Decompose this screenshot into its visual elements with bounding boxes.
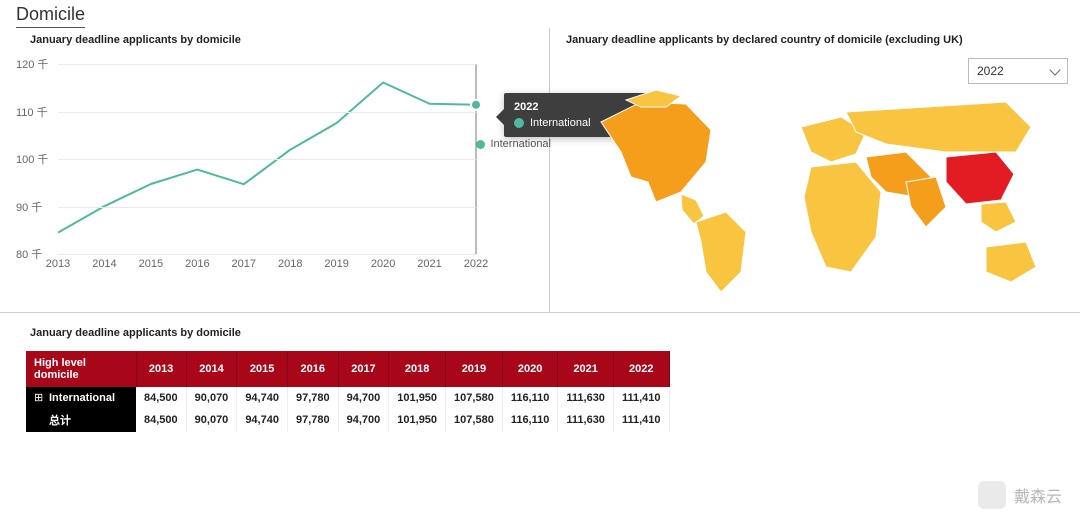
map-title: January deadline applicants by declared … [550,28,1080,50]
x-tick-label: 2014 [92,258,116,288]
year-dropdown-value: 2022 [977,64,1004,78]
table-row: 总计84,50090,07094,74097,78094,700101,9501… [26,408,669,432]
table-row: ⊞International84,50090,07094,74097,78094… [26,387,669,408]
table-cell: 111,630 [558,387,614,408]
table-cell: 116,110 [502,387,558,408]
line-chart-panel: January deadline applicants by domicile … [0,28,550,312]
line-chart-title: January deadline applicants by domicile [0,28,549,50]
y-tick-label: 90 千 [16,199,42,215]
table-cell: 97,780 [287,408,338,432]
table-corner-header: High level domicile [26,351,136,387]
legend-dot-icon [476,140,485,149]
x-tick-label: 2019 [324,258,348,288]
table-cell: 94,740 [237,408,288,432]
watermark: 戴森云 [978,481,1062,509]
table-col-header: 2018 [389,351,446,387]
expand-icon[interactable]: ⊞ [34,391,44,404]
table-cell: 94,740 [237,387,288,408]
table-col-header: 2021 [558,351,614,387]
table-title: January deadline applicants by domicile [16,321,1080,351]
x-tick-label: 2018 [278,258,302,288]
table-cell: 94,700 [338,408,389,432]
table-cell: 90,070 [186,408,237,432]
table-col-header: 2015 [237,351,288,387]
table-cell: 101,950 [389,408,446,432]
map-panel: January deadline applicants by declared … [550,28,1080,312]
x-tick-label: 2017 [232,258,256,288]
x-tick-label: 2020 [371,258,395,288]
chevron-down-icon [1049,64,1060,75]
table-row-label[interactable]: ⊞International [26,387,136,408]
table-col-header: 2019 [446,351,503,387]
table-cell: 116,110 [502,408,558,432]
y-tick-label: 120 千 [16,56,48,72]
table-cell: 84,500 [136,408,186,432]
table-col-header: 2022 [613,351,669,387]
domicile-table[interactable]: High level domicile201320142015201620172… [26,351,670,432]
table-col-header: 2013 [136,351,186,387]
table-col-header: 2017 [338,351,389,387]
table-cell: 90,070 [186,387,237,408]
watermark-text: 戴森云 [1014,483,1062,507]
table-cell: 111,410 [613,408,669,432]
table-cell: 94,700 [338,387,389,408]
table-panel: January deadline applicants by domicile … [0,313,1080,432]
table-cell: 111,630 [558,408,614,432]
x-tick-label: 2013 [46,258,70,288]
x-tick-label: 2016 [185,258,209,288]
x-tick-label: 2022 [464,258,488,288]
x-tick-label: 2015 [139,258,163,288]
y-tick-label: 100 千 [16,151,48,167]
y-tick-label: 80 千 [16,246,42,262]
tooltip-dot-icon [514,118,524,128]
line-chart-legend: International [476,138,551,150]
table-cell: 84,500 [136,387,186,408]
table-cell: 111,410 [613,387,669,408]
table-cell: 97,780 [287,387,338,408]
line-chart[interactable]: 80 千90 千100 千110 千120 千 2013201420152016… [16,54,516,284]
legend-label: International [490,138,551,150]
table-cell: 107,580 [446,387,503,408]
table-cell: 107,580 [446,408,503,432]
table-col-header: 2016 [287,351,338,387]
table-col-header: 2014 [186,351,237,387]
table-row-label: 总计 [26,408,136,432]
table-col-header: 2020 [502,351,558,387]
x-tick-label: 2021 [417,258,441,288]
y-tick-label: 110 千 [16,104,48,120]
page-title: Domicile [16,4,85,28]
watermark-logo-icon [978,481,1006,509]
year-dropdown[interactable]: 2022 [968,58,1068,84]
world-map[interactable] [586,82,1046,302]
table-cell: 101,950 [389,387,446,408]
